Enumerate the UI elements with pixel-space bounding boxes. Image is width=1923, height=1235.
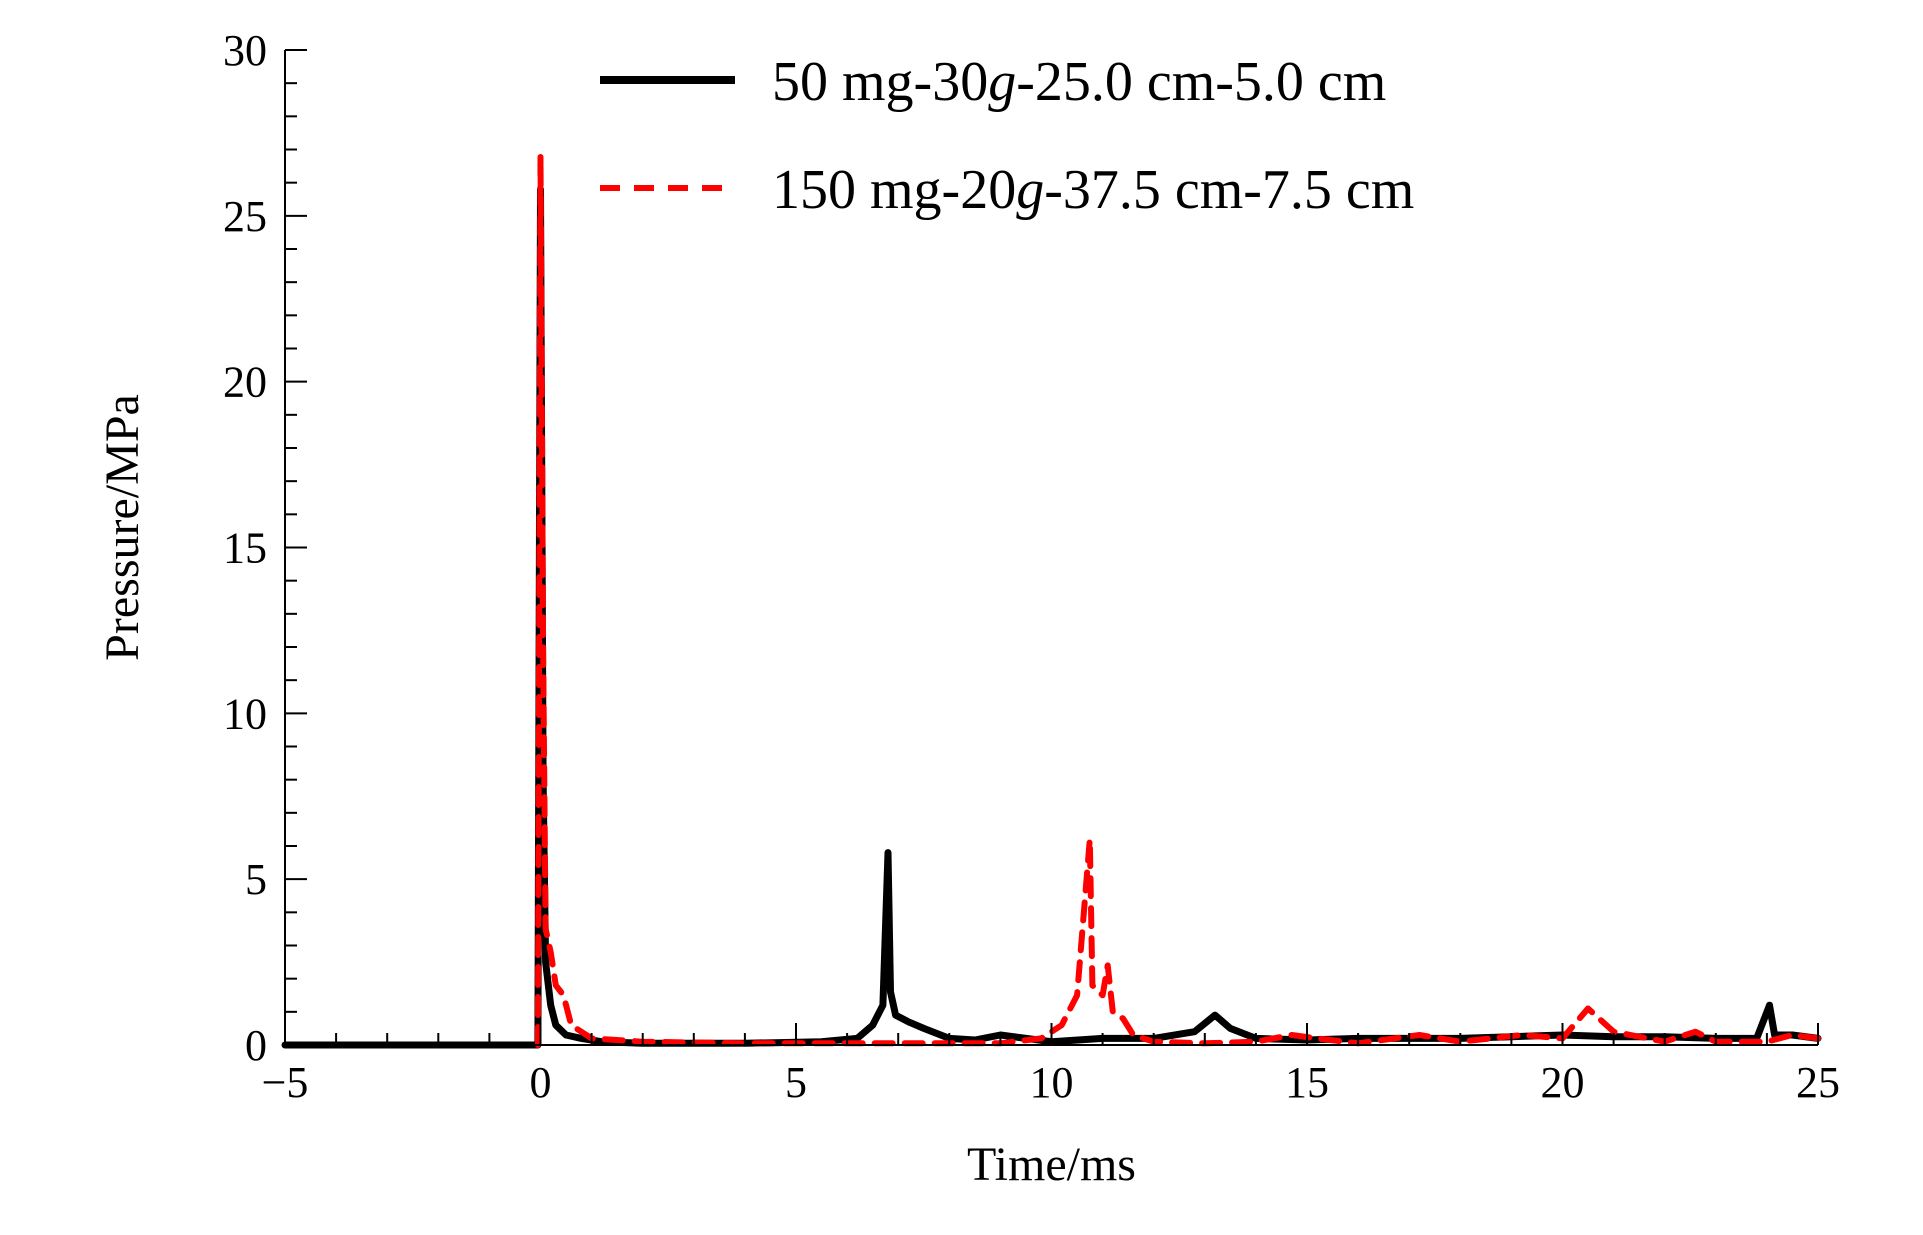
y-tick-label: 15 bbox=[223, 524, 267, 573]
y-tick-label: 25 bbox=[223, 192, 267, 241]
y-tick-label: 0 bbox=[245, 1021, 267, 1070]
series-line-2 bbox=[534, 153, 1821, 1048]
legend: 50 mg-30g-25.0 cm-5.0 cm 150 mg-20g-37.5 … bbox=[600, 51, 1414, 221]
x-tick-label: 0 bbox=[530, 1058, 552, 1107]
y-axis-ticks: 0 5 10 15 20 25 30 bbox=[223, 26, 307, 1070]
x-tick-label: 5 bbox=[785, 1058, 807, 1107]
x-tick-label: 15 bbox=[1285, 1058, 1329, 1107]
x-tick-label: 25 bbox=[1796, 1058, 1840, 1107]
y-tick-label: 20 bbox=[223, 358, 267, 407]
y-tick-label: 10 bbox=[223, 689, 267, 738]
x-tick-label: 20 bbox=[1541, 1058, 1585, 1107]
series-line-1 bbox=[281, 185, 1822, 1049]
y-tick-label: 5 bbox=[245, 855, 267, 904]
legend-label-1: 50 mg-30g-25.0 cm-5.0 cm bbox=[772, 51, 1386, 113]
y-tick-label: 30 bbox=[223, 26, 267, 75]
x-axis-ticks: −5 0 5 10 15 20 25 bbox=[262, 1023, 1840, 1107]
y-axis-label: Pressure/MPa bbox=[96, 394, 149, 661]
x-tick-label: 10 bbox=[1030, 1058, 1074, 1107]
x-tick-label: −5 bbox=[262, 1058, 309, 1107]
x-axis-label: Time/ms bbox=[967, 1138, 1136, 1191]
legend-label-2: 150 mg-20g-37.5 cm-7.5 cm bbox=[772, 159, 1414, 221]
plot-lines bbox=[281, 153, 1822, 1049]
